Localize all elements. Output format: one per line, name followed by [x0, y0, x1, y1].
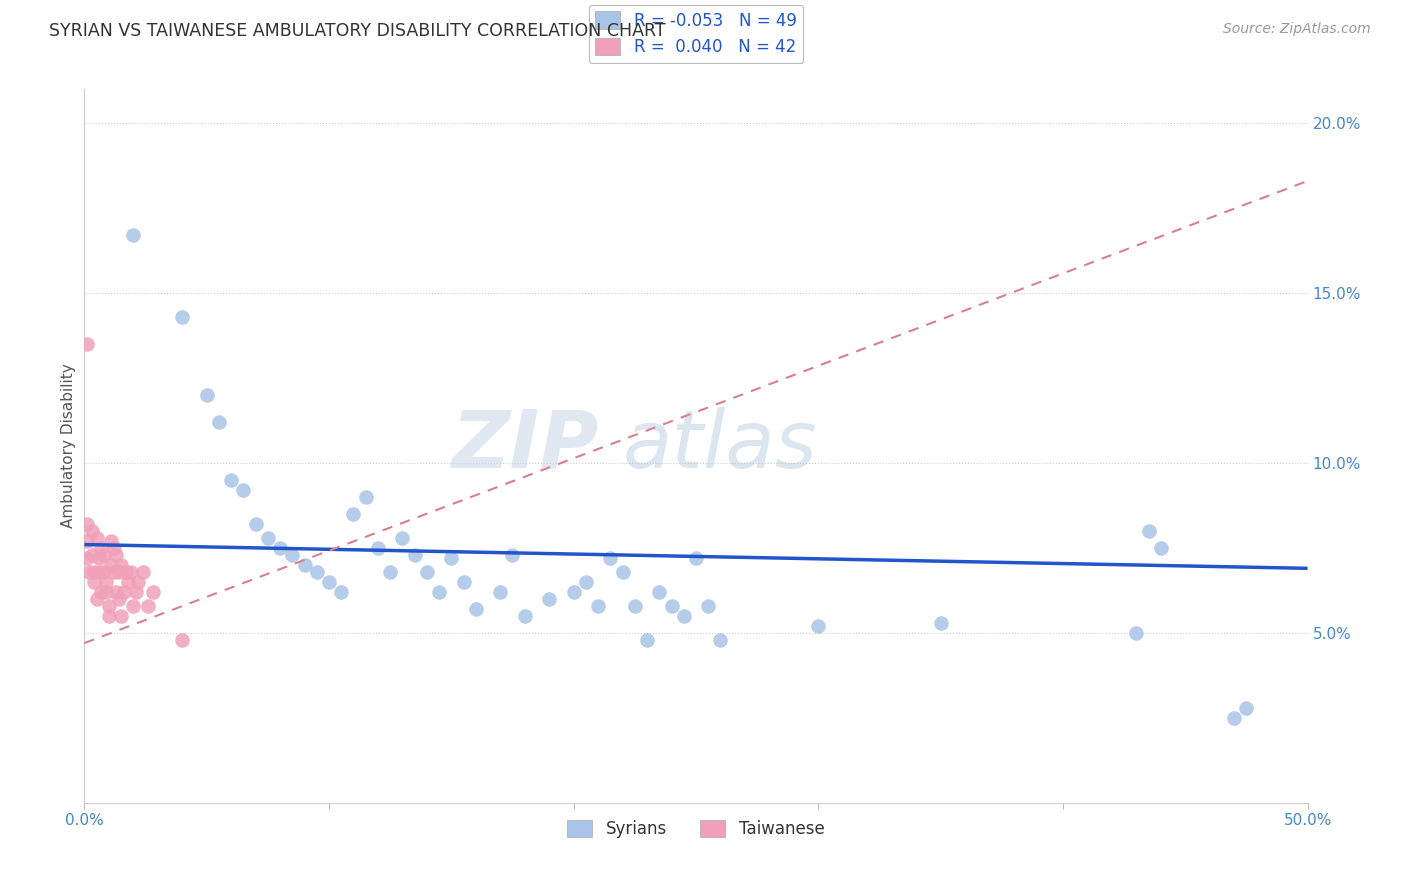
Point — [318, 574, 340, 589]
Point — [87, 565, 110, 579]
Point — [672, 608, 695, 623]
Point — [367, 541, 389, 555]
Point — [502, 548, 524, 562]
Point — [294, 558, 316, 572]
Point — [110, 608, 132, 623]
Point — [172, 632, 194, 647]
Point — [110, 558, 132, 572]
Point — [105, 548, 128, 562]
Point — [929, 615, 952, 630]
Point — [127, 574, 149, 589]
Point — [136, 599, 159, 613]
Point — [112, 585, 135, 599]
Point — [83, 574, 105, 589]
Point — [1137, 524, 1160, 538]
Text: SYRIAN VS TAIWANESE AMBULATORY DISABILITY CORRELATION CHART: SYRIAN VS TAIWANESE AMBULATORY DISABILIT… — [49, 22, 666, 40]
Point — [599, 551, 621, 566]
Point — [538, 591, 561, 606]
Point — [107, 591, 129, 606]
Point — [90, 585, 112, 599]
Point — [100, 534, 122, 549]
Point — [105, 585, 128, 599]
Point — [172, 310, 194, 324]
Point — [90, 541, 112, 555]
Point — [86, 591, 108, 606]
Point — [76, 517, 98, 532]
Point — [586, 599, 609, 613]
Point — [80, 524, 103, 538]
Point — [562, 585, 585, 599]
Point — [440, 551, 463, 566]
Point — [120, 565, 142, 579]
Point — [661, 599, 683, 613]
Point — [342, 507, 364, 521]
Point — [330, 585, 353, 599]
Point — [76, 551, 98, 566]
Point — [219, 473, 242, 487]
Point — [125, 585, 148, 599]
Point — [115, 565, 138, 579]
Point — [100, 558, 122, 572]
Point — [453, 574, 475, 589]
Point — [103, 565, 125, 579]
Point — [142, 585, 165, 599]
Point — [1223, 711, 1246, 725]
Point — [416, 565, 439, 579]
Point — [807, 619, 830, 633]
Point — [612, 565, 634, 579]
Point — [648, 585, 671, 599]
Point — [391, 531, 413, 545]
Point — [575, 574, 598, 589]
Point — [107, 565, 129, 579]
Point — [208, 415, 231, 429]
Point — [132, 565, 155, 579]
Point — [83, 565, 105, 579]
Text: atlas: atlas — [623, 407, 817, 485]
Point — [76, 534, 98, 549]
Point — [636, 632, 658, 647]
Point — [86, 531, 108, 545]
Point — [380, 565, 402, 579]
Point — [257, 531, 280, 545]
Y-axis label: Ambulatory Disability: Ambulatory Disability — [60, 364, 76, 528]
Point — [513, 608, 536, 623]
Point — [77, 565, 100, 579]
Point — [1150, 541, 1173, 555]
Point — [281, 548, 304, 562]
Point — [404, 548, 426, 562]
Point — [427, 585, 450, 599]
Point — [624, 599, 647, 613]
Point — [76, 337, 98, 351]
Point — [709, 632, 731, 647]
Point — [103, 541, 125, 555]
Text: ZIP: ZIP — [451, 407, 598, 485]
Point — [489, 585, 512, 599]
Point — [122, 599, 145, 613]
Point — [97, 608, 120, 623]
Point — [80, 548, 103, 562]
Point — [464, 602, 486, 616]
Point — [93, 548, 115, 562]
Point — [1125, 626, 1147, 640]
Point — [195, 388, 218, 402]
Point — [96, 585, 118, 599]
Point — [232, 483, 254, 498]
Point — [96, 574, 118, 589]
Point — [269, 541, 291, 555]
Point — [1236, 700, 1258, 714]
Text: Source: ZipAtlas.com: Source: ZipAtlas.com — [1223, 22, 1371, 37]
Point — [117, 574, 139, 589]
Point — [122, 228, 145, 243]
Point — [97, 599, 120, 613]
Point — [697, 599, 720, 613]
Point — [354, 490, 377, 504]
Point — [245, 517, 267, 532]
Legend: Syrians, Taiwanese: Syrians, Taiwanese — [561, 813, 831, 845]
Point — [305, 565, 328, 579]
Point — [685, 551, 707, 566]
Point — [87, 551, 110, 566]
Point — [93, 565, 115, 579]
